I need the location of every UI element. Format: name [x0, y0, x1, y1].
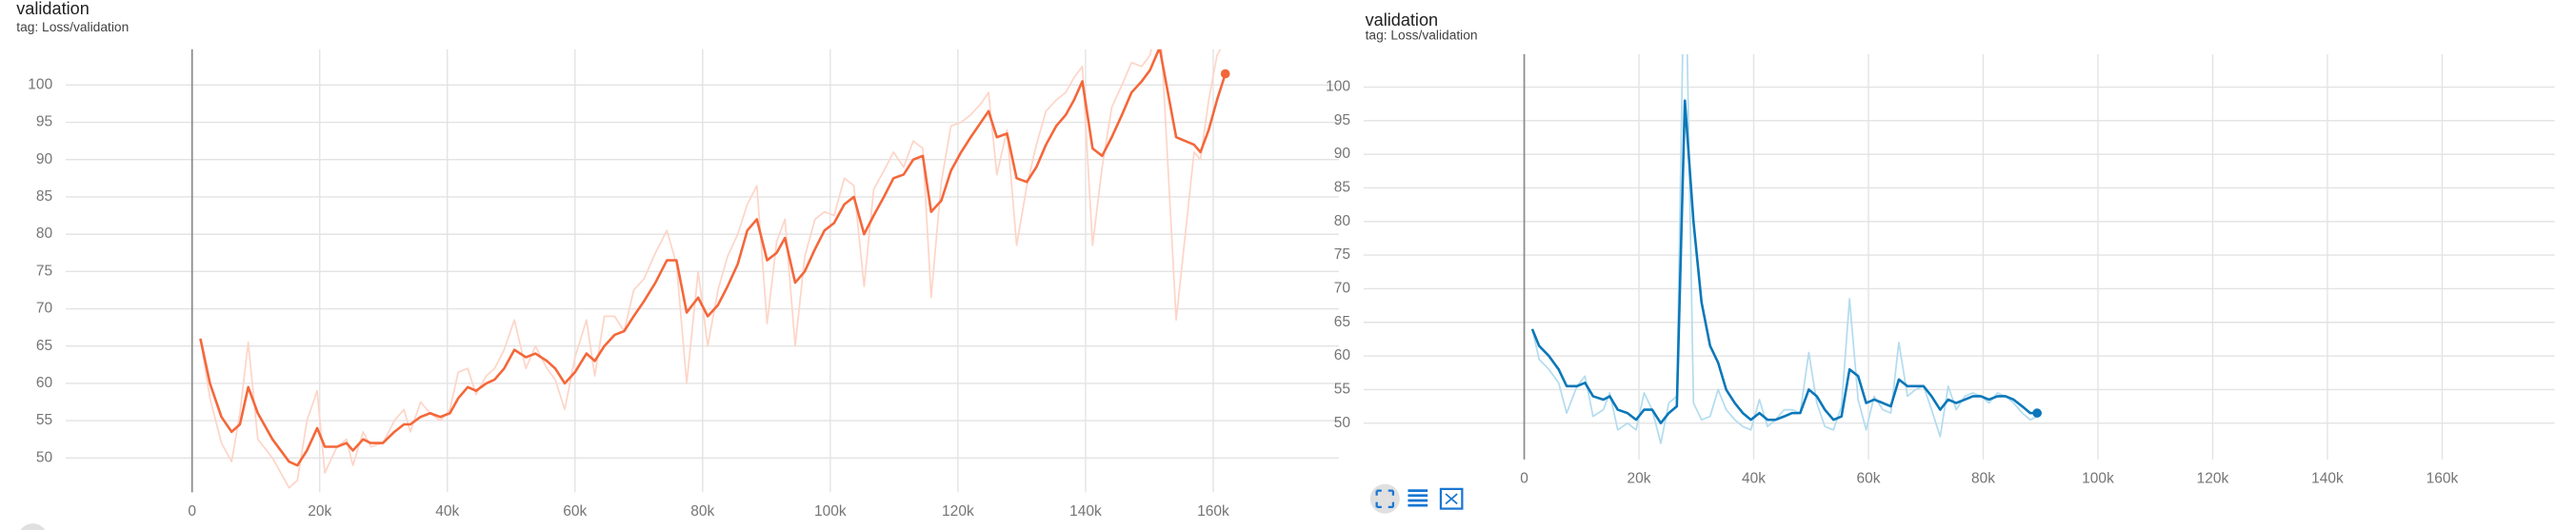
y-tick-label: 75	[36, 263, 52, 279]
x-tick-label: 120k	[942, 503, 974, 520]
fullscreen-button[interactable]	[1369, 483, 1400, 514]
x-tick-label: 40k	[435, 503, 459, 520]
x-tick-label: 60k	[563, 503, 587, 520]
y-tick-label: 80	[1334, 213, 1351, 229]
x-tick-label: 60k	[1857, 471, 1881, 487]
chart-subtitle: tag: Loss/validation	[1366, 29, 1478, 43]
y-tick-label: 90	[1334, 146, 1351, 162]
y-tick-label: 85	[1334, 180, 1350, 196]
fit-domain-icon	[1445, 493, 1458, 505]
x-tick-label: 40k	[1742, 471, 1766, 487]
end-point	[1220, 69, 1230, 79]
y-tick-label: 70	[1334, 281, 1351, 297]
y-tick-label: 50	[1334, 415, 1351, 431]
x-tick-label: 0	[1520, 471, 1528, 487]
x-tick-label: 120k	[2197, 471, 2229, 487]
y-tick-label: 75	[1334, 246, 1350, 263]
smoothed-line	[1530, 99, 2038, 424]
y-tick-label: 60	[1334, 347, 1351, 363]
x-tick-label: 140k	[1069, 503, 1102, 520]
x-tick-label: 0	[188, 503, 196, 520]
toolbar	[1369, 483, 1464, 514]
y-tick-label: 55	[1334, 381, 1350, 397]
y-tick-label: 50	[36, 449, 53, 465]
x-tick-label: 20k	[1627, 471, 1651, 487]
toolbar-button[interactable]	[18, 523, 48, 530]
y-tick-label: 80	[36, 226, 53, 242]
x-tick-label: 100k	[814, 503, 847, 520]
y-tick-label: 55	[36, 412, 52, 428]
x-tick-label: 140k	[2311, 471, 2344, 487]
x-tick-label: 160k	[2426, 471, 2459, 487]
y-tick-label: 85	[36, 188, 52, 205]
fit-domain-button[interactable]	[1439, 487, 1464, 510]
plot-area	[199, 49, 1230, 489]
x-tick-label: 80k	[690, 503, 714, 520]
y-tick-label: 60	[36, 375, 53, 391]
end-point	[2032, 408, 2042, 418]
raw-line	[199, 49, 1222, 489]
y-tick-label: 90	[36, 151, 53, 167]
data-table-button[interactable]	[1408, 489, 1428, 507]
plot-area	[1530, 53, 2042, 444]
fullscreen-icon	[1375, 489, 1395, 508]
y-tick-label: 100	[28, 76, 52, 92]
y-tick-label: 70	[36, 301, 53, 317]
x-tick-label: 20k	[308, 503, 331, 520]
chart-subtitle: tag: Loss/validation	[16, 20, 129, 34]
x-tick-label: 160k	[1197, 503, 1229, 520]
x-tick-label: 80k	[1971, 471, 1995, 487]
raw-line	[1531, 53, 2038, 444]
smoothed-line	[199, 49, 1227, 467]
chart-title: validation	[1366, 10, 1439, 29]
y-tick-label: 100	[1326, 79, 1350, 95]
chart-title: validation	[16, 0, 90, 18]
y-tick-label: 65	[36, 338, 52, 354]
y-tick-label: 65	[1334, 314, 1350, 330]
y-tick-label: 95	[1334, 112, 1350, 128]
y-tick-label: 95	[36, 114, 52, 130]
x-tick-label: 100k	[2082, 471, 2114, 487]
